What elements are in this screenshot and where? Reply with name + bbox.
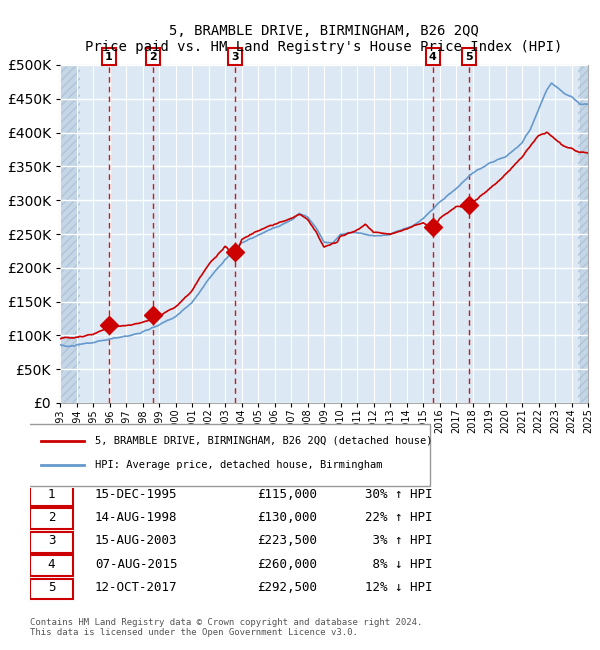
Text: 2: 2: [149, 51, 157, 62]
Text: 07-AUG-2015: 07-AUG-2015: [95, 558, 178, 571]
Text: 1: 1: [105, 51, 113, 62]
Text: 15-AUG-2003: 15-AUG-2003: [95, 534, 178, 547]
Text: £292,500: £292,500: [257, 581, 317, 594]
Text: HPI: Average price, detached house, Birmingham: HPI: Average price, detached house, Birm…: [95, 460, 382, 470]
Text: 3% ↑ HPI: 3% ↑ HPI: [365, 534, 432, 547]
Text: 3: 3: [232, 51, 239, 62]
Text: 8% ↓ HPI: 8% ↓ HPI: [365, 558, 432, 571]
Title: 5, BRAMBLE DRIVE, BIRMINGHAM, B26 2QQ
Price paid vs. HM Land Registry's House Pr: 5, BRAMBLE DRIVE, BIRMINGHAM, B26 2QQ Pr…: [85, 24, 563, 54]
Text: 22% ↑ HPI: 22% ↑ HPI: [365, 511, 432, 524]
Text: 12-OCT-2017: 12-OCT-2017: [95, 581, 178, 594]
Text: 12% ↓ HPI: 12% ↓ HPI: [365, 581, 432, 594]
Text: 5, BRAMBLE DRIVE, BIRMINGHAM, B26 2QQ (detached house): 5, BRAMBLE DRIVE, BIRMINGHAM, B26 2QQ (d…: [95, 436, 432, 446]
FancyBboxPatch shape: [30, 485, 73, 506]
Text: £260,000: £260,000: [257, 558, 317, 571]
Text: 30% ↑ HPI: 30% ↑ HPI: [365, 488, 432, 500]
Text: Contains HM Land Registry data © Crown copyright and database right 2024.
This d: Contains HM Land Registry data © Crown c…: [30, 618, 422, 637]
FancyBboxPatch shape: [30, 532, 73, 552]
FancyBboxPatch shape: [30, 508, 73, 529]
Text: 3: 3: [48, 534, 55, 547]
Text: 15-DEC-1995: 15-DEC-1995: [95, 488, 178, 500]
Text: £130,000: £130,000: [257, 511, 317, 524]
Text: 4: 4: [48, 558, 55, 571]
Text: £223,500: £223,500: [257, 534, 317, 547]
FancyBboxPatch shape: [30, 578, 73, 599]
Text: 5: 5: [465, 51, 473, 62]
Text: 4: 4: [429, 51, 437, 62]
Text: 2: 2: [48, 511, 55, 524]
Text: 14-AUG-1998: 14-AUG-1998: [95, 511, 178, 524]
Text: £115,000: £115,000: [257, 488, 317, 500]
Text: 5: 5: [48, 581, 55, 594]
Text: 1: 1: [48, 488, 55, 500]
FancyBboxPatch shape: [30, 555, 73, 576]
FancyBboxPatch shape: [19, 424, 430, 486]
